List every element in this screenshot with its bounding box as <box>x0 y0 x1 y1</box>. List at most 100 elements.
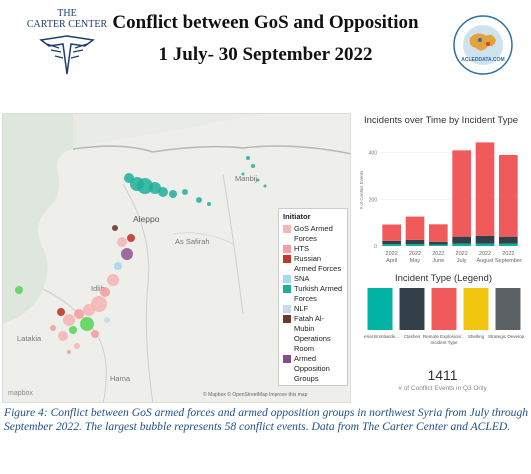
event-bubble[interactable] <box>127 234 135 242</box>
bar-segment[interactable] <box>452 243 471 246</box>
bar-chart-title: Incidents over Time by Incident Type <box>364 115 519 126</box>
event-bubble[interactable] <box>91 296 107 312</box>
acled-logo: ACLEDDATA.COM <box>452 14 514 76</box>
bar-segment[interactable] <box>499 243 518 246</box>
legend-swatch <box>283 255 291 263</box>
incidents-bar-chart[interactable]: # of Conflict Events02004002022April2022… <box>360 128 525 275</box>
event-bubble[interactable] <box>251 164 255 168</box>
bar-segment[interactable] <box>405 216 425 240</box>
event-bubble[interactable] <box>80 317 94 331</box>
event-bubble[interactable] <box>158 187 168 197</box>
legend-label: SNA <box>294 274 310 283</box>
legend-item[interactable]: Armed Opposition Groups <box>283 354 343 384</box>
legend-item[interactable]: GoS Armed Forces <box>283 224 343 244</box>
y-tick-label: 200 <box>369 197 378 203</box>
bar-segment[interactable] <box>499 155 518 237</box>
event-bubble[interactable] <box>182 189 188 195</box>
legend-swatch <box>283 285 291 293</box>
incident-type-bar[interactable] <box>367 288 393 330</box>
legend-item[interactable]: Fatah Al-Mubin Operations Room <box>283 314 343 354</box>
event-bubble[interactable] <box>121 248 133 260</box>
x-tick-label: 2022 <box>479 251 491 257</box>
incident-type-legend[interactable]: Aerial Bombarde... Clashes Remote Explosio… <box>364 286 524 354</box>
bar-segment[interactable] <box>405 244 425 246</box>
event-bubble[interactable] <box>67 350 71 354</box>
bar-segment[interactable] <box>499 236 518 244</box>
bar-segment[interactable] <box>475 235 495 244</box>
bar-segment[interactable] <box>452 150 471 237</box>
event-bubble[interactable] <box>196 197 202 203</box>
incident-type-bar[interactable] <box>399 288 425 330</box>
legend-item[interactable]: HTS <box>283 244 343 254</box>
event-bubble[interactable] <box>57 308 65 316</box>
bar-segment[interactable] <box>382 240 401 245</box>
legend-item[interactable]: Turkish Armed Forces <box>283 284 343 304</box>
event-bubble[interactable] <box>241 172 245 176</box>
y-tick-label: 400 <box>369 151 378 157</box>
event-bubble[interactable] <box>112 225 118 231</box>
x-tick-label: 2022 <box>409 251 421 257</box>
legend-label: Armed Opposition Groups <box>294 354 330 383</box>
event-bubble[interactable] <box>149 182 161 194</box>
map-attribution[interactable]: © Mapbox © OpenStreetMap Improve this ma… <box>203 392 308 398</box>
bar-segment[interactable] <box>382 244 401 246</box>
legend-item[interactable]: Russian Armed Forces <box>283 254 343 274</box>
type-legend-title: Incident Type (Legend) <box>395 273 493 284</box>
eagle-icon <box>39 35 95 75</box>
bar-segment[interactable] <box>405 239 425 245</box>
event-bubble[interactable] <box>207 202 211 206</box>
bar-segment[interactable] <box>429 241 448 245</box>
incident-type-bar[interactable] <box>495 288 521 330</box>
event-bubble[interactable] <box>74 343 80 349</box>
legend-swatch <box>283 275 291 283</box>
kpi-value: 1411 <box>427 367 458 383</box>
event-bubble[interactable] <box>114 262 122 270</box>
legend-item[interactable]: SNA <box>283 274 343 284</box>
event-bubble[interactable] <box>74 309 84 319</box>
map-label: Manbij <box>235 174 258 183</box>
bar-segment[interactable] <box>452 236 471 244</box>
event-bubble[interactable] <box>83 304 95 316</box>
event-bubble[interactable] <box>100 287 110 297</box>
incident-type-label: Remote Explosion/... <box>423 334 465 339</box>
legend-item[interactable]: NLF <box>283 304 343 314</box>
x-tick-label: April <box>386 258 397 264</box>
event-bubble[interactable] <box>69 326 77 334</box>
event-bubble[interactable] <box>137 178 153 194</box>
incident-type-bar[interactable] <box>431 288 457 330</box>
map-label: Latakia <box>17 334 42 343</box>
bar-segment[interactable] <box>429 224 448 242</box>
event-bubble[interactable] <box>246 156 250 160</box>
event-bubble[interactable] <box>263 184 267 188</box>
bar-segment[interactable] <box>429 244 448 246</box>
event-bubbles[interactable] <box>3 114 351 403</box>
event-bubble[interactable] <box>169 190 177 198</box>
incident-type-label: Incident Type <box>430 340 458 345</box>
conflict-map[interactable]: Aleppo As Safirah Hama Idlib Latakia Man… <box>2 113 351 403</box>
map-label: As Safirah <box>175 237 210 246</box>
event-bubble[interactable] <box>104 317 110 323</box>
legend-label: Fatah Al-Mubin Operations Room <box>294 314 331 353</box>
map-legend: Initiator GoS Armed Forces HTS Russian Arm… <box>278 208 348 386</box>
incident-type-label: Shelling <box>468 334 485 339</box>
bar-segment[interactable] <box>475 142 495 236</box>
bar-segment[interactable] <box>475 243 495 246</box>
y-axis-label: # of Conflict Events <box>360 170 364 210</box>
event-bubble[interactable] <box>15 286 23 294</box>
event-bubble[interactable] <box>58 331 68 341</box>
x-tick-label: September <box>495 258 522 264</box>
x-tick-label: August <box>476 258 494 264</box>
event-bubble[interactable] <box>91 330 99 338</box>
event-bubble[interactable] <box>107 274 119 286</box>
event-bubble[interactable] <box>117 237 127 247</box>
event-bubble[interactable] <box>256 178 260 182</box>
bar-segment[interactable] <box>382 224 401 241</box>
incident-type-bar[interactable] <box>463 288 489 330</box>
legend-title: Initiator <box>283 212 311 221</box>
incident-type-label: Strategic Develop... <box>488 334 524 339</box>
page-subtitle: 1 July- 30 September 2022 <box>158 44 373 65</box>
x-tick-label: 2022 <box>456 251 468 257</box>
legend-label: HTS <box>294 244 309 253</box>
event-bubble[interactable] <box>50 325 56 331</box>
event-bubble[interactable] <box>63 314 75 326</box>
